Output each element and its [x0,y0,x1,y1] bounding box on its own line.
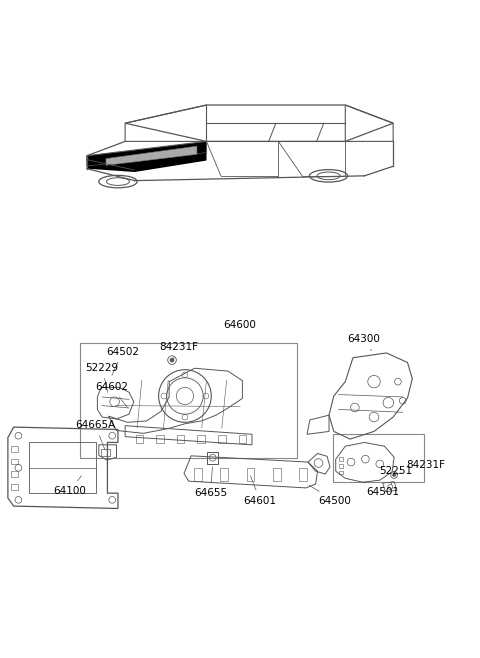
Text: 84231F: 84231F [397,461,445,474]
Text: 84231F: 84231F [159,342,198,359]
Polygon shape [106,146,197,165]
Bar [11,459,18,465]
Text: 64602: 64602 [95,382,128,407]
Bar [300,468,307,481]
Text: 64655: 64655 [194,467,227,498]
Text: 64601: 64601 [244,476,276,505]
Bar [11,484,18,490]
Bar [338,457,343,461]
Bar [194,468,202,481]
Polygon shape [87,153,206,172]
Bar [239,435,246,443]
Bar [197,435,205,443]
Text: 64665A: 64665A [75,420,116,450]
Bar [220,468,228,481]
Polygon shape [87,141,206,166]
Bar [247,468,254,481]
Text: 64600: 64600 [224,320,256,330]
Bar [11,471,18,477]
Bar [338,464,343,468]
Bar [207,451,218,464]
Bar [136,435,144,443]
Bar [218,435,226,443]
Text: 64300: 64300 [347,334,380,351]
Bar [11,445,18,451]
Text: 64500: 64500 [310,486,351,505]
Circle shape [170,358,174,362]
Text: 64501: 64501 [363,482,399,497]
Bar [177,435,184,443]
Text: 52251: 52251 [379,467,412,484]
Bar [80,343,298,458]
Bar [273,468,281,481]
Bar [338,470,343,474]
Text: 64100: 64100 [54,476,86,496]
Bar [156,435,164,443]
Text: 64502: 64502 [106,347,139,375]
Circle shape [393,474,396,476]
Text: 52229: 52229 [85,363,119,392]
Bar [333,434,424,482]
Bar [101,449,110,456]
